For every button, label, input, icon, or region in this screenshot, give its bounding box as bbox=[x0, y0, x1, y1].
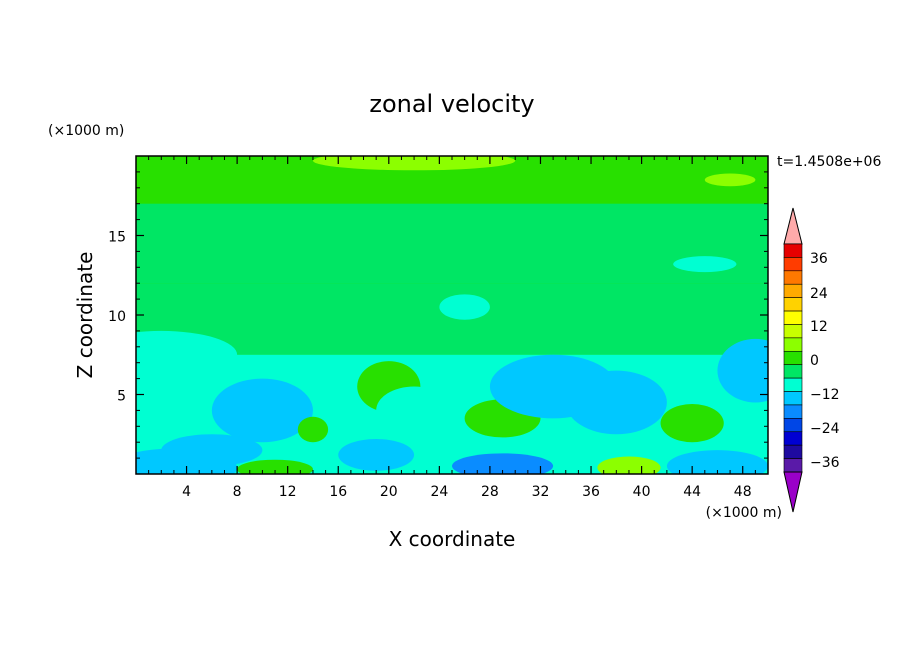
colorbar-label: −36 bbox=[810, 455, 840, 471]
x-tick-label: 32 bbox=[532, 484, 550, 500]
field-feature-1 bbox=[704, 173, 756, 187]
field-feature-20 bbox=[439, 294, 490, 320]
contour-bands bbox=[136, 156, 768, 474]
colorbar-swatch bbox=[783, 243, 803, 258]
plot-area bbox=[136, 156, 768, 474]
colorbar-label: −12 bbox=[810, 387, 840, 403]
x-axis-label: X coordinate bbox=[389, 527, 516, 551]
field-feature-0 bbox=[312, 156, 516, 171]
colorbar-swatch bbox=[783, 350, 803, 366]
field-feature-17 bbox=[717, 338, 768, 403]
colorbar-label: 24 bbox=[810, 286, 828, 302]
colorbar-upper-extension bbox=[783, 207, 803, 245]
band-1 bbox=[136, 203, 768, 284]
x-tick-label: 28 bbox=[481, 484, 499, 500]
colorbar-label: 36 bbox=[810, 251, 828, 267]
colorbar-swatch bbox=[783, 418, 803, 433]
field-feature-12 bbox=[565, 370, 667, 435]
field-feature-10 bbox=[452, 453, 554, 474]
field-feature-14 bbox=[660, 404, 724, 443]
y-axis: 5 10 15 bbox=[108, 171, 768, 459]
x-axis: 4 8 12 16 20 24 28 32 36 40 44 48 bbox=[148, 156, 756, 500]
field-feature-7 bbox=[338, 439, 415, 471]
field-feature-16 bbox=[136, 330, 238, 379]
chart-title: zonal velocity bbox=[369, 90, 534, 118]
colorbar-swatch bbox=[783, 324, 803, 339]
x-tick-label: 48 bbox=[734, 484, 752, 500]
colorbar-swatch bbox=[783, 391, 803, 406]
field-feature-19 bbox=[673, 256, 737, 273]
colorbar-swatch bbox=[783, 431, 803, 446]
x-tick-label: 44 bbox=[683, 484, 701, 500]
colorbar-swatch bbox=[783, 337, 803, 352]
x-tick-label: 24 bbox=[430, 484, 448, 500]
x-tick-label: 12 bbox=[279, 484, 297, 500]
x-unit-label: (×1000 m) bbox=[706, 505, 782, 521]
x-tick-label: 40 bbox=[633, 484, 651, 500]
colorbar-swatch bbox=[783, 404, 803, 419]
colorbar: 36 24 12 0 −12 −24 −36 bbox=[783, 207, 840, 513]
field-feature-4 bbox=[161, 434, 263, 467]
field-feature-5 bbox=[297, 416, 329, 443]
x-tick-label: 8 bbox=[233, 484, 242, 500]
band-2 bbox=[136, 283, 768, 355]
colorbar-swatch bbox=[783, 444, 803, 459]
colorbar-swatch bbox=[783, 364, 803, 379]
colorbar-label: 12 bbox=[810, 319, 828, 335]
time-label: t=1.4508e+06 bbox=[777, 154, 881, 170]
colorbar-swatch bbox=[783, 257, 803, 272]
x-tick-label: 4 bbox=[182, 484, 191, 500]
field-feature-15 bbox=[666, 450, 768, 474]
x-tick-label: 20 bbox=[380, 484, 398, 500]
field-feature-3 bbox=[211, 378, 313, 443]
x-tick-label: 36 bbox=[582, 484, 600, 500]
field-feature-8 bbox=[376, 386, 452, 435]
y-tick-label: 15 bbox=[108, 230, 126, 246]
y-axis-label: Z coordinate bbox=[73, 252, 97, 379]
y-unit-label: (×1000 m) bbox=[48, 123, 124, 139]
colorbar-swatch bbox=[783, 377, 803, 392]
colorbar-swatch bbox=[783, 297, 803, 312]
colorbar-swatch bbox=[783, 270, 803, 285]
colorbar-lower-extension bbox=[783, 471, 803, 513]
colorbar-swatch bbox=[783, 458, 803, 473]
colorbar-swatch bbox=[783, 310, 803, 325]
colorbar-label: 0 bbox=[810, 353, 819, 369]
colorbar-label: −24 bbox=[810, 421, 840, 437]
field-feature-13 bbox=[597, 456, 661, 474]
field-feature-18 bbox=[237, 459, 313, 474]
y-tick-label: 5 bbox=[117, 389, 126, 405]
colorbar-swatch bbox=[783, 283, 803, 298]
y-tick-label: 10 bbox=[108, 309, 126, 325]
x-tick-label: 16 bbox=[329, 484, 347, 500]
